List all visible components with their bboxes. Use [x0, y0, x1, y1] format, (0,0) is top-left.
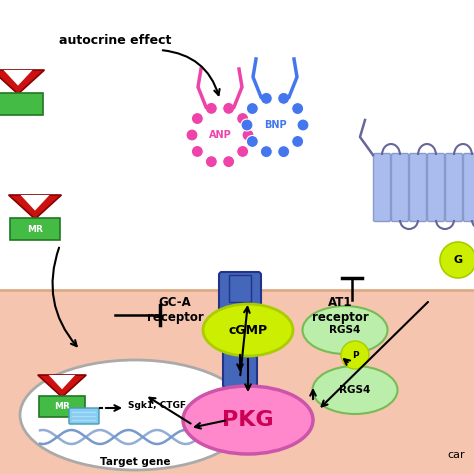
Bar: [0, 0, 474, 290]
Text: PKG: PKG: [222, 410, 274, 430]
FancyBboxPatch shape: [428, 154, 445, 221]
FancyBboxPatch shape: [229, 275, 251, 302]
Text: BNP: BNP: [264, 120, 286, 130]
Polygon shape: [38, 375, 86, 397]
FancyBboxPatch shape: [464, 154, 474, 221]
Circle shape: [237, 112, 249, 125]
Text: RGS4: RGS4: [329, 325, 361, 335]
Polygon shape: [3, 70, 33, 86]
FancyBboxPatch shape: [216, 311, 232, 335]
FancyBboxPatch shape: [39, 396, 85, 417]
Circle shape: [191, 112, 203, 125]
Ellipse shape: [203, 304, 293, 356]
Text: cGMP: cGMP: [228, 323, 267, 337]
FancyBboxPatch shape: [374, 154, 391, 221]
Ellipse shape: [183, 386, 313, 454]
Polygon shape: [49, 375, 75, 389]
Circle shape: [237, 146, 249, 157]
Ellipse shape: [302, 306, 388, 354]
Text: G: G: [454, 255, 463, 265]
Circle shape: [292, 102, 304, 115]
Circle shape: [205, 155, 218, 168]
Circle shape: [440, 242, 474, 278]
Circle shape: [341, 341, 369, 369]
FancyBboxPatch shape: [223, 332, 257, 388]
FancyBboxPatch shape: [248, 311, 264, 335]
Text: MR: MR: [27, 225, 43, 234]
FancyBboxPatch shape: [0, 93, 43, 115]
Circle shape: [205, 102, 218, 114]
Text: AT1
receptor: AT1 receptor: [311, 295, 368, 325]
Bar: [0, 290, 474, 474]
Text: Sgk1, CTGF: Sgk1, CTGF: [128, 401, 186, 410]
Text: ANP: ANP: [209, 130, 231, 140]
FancyBboxPatch shape: [446, 154, 463, 221]
Polygon shape: [20, 195, 49, 210]
Polygon shape: [0, 70, 45, 94]
Circle shape: [241, 119, 253, 131]
FancyBboxPatch shape: [69, 408, 99, 424]
Circle shape: [292, 136, 304, 147]
Circle shape: [246, 102, 258, 115]
Circle shape: [246, 136, 258, 147]
Ellipse shape: [312, 366, 398, 414]
Polygon shape: [9, 195, 62, 219]
Ellipse shape: [20, 360, 250, 470]
Circle shape: [278, 146, 290, 158]
Circle shape: [278, 92, 290, 104]
Text: P: P: [352, 350, 358, 359]
FancyBboxPatch shape: [410, 154, 427, 221]
Circle shape: [186, 129, 198, 141]
FancyBboxPatch shape: [219, 272, 261, 328]
Text: MR: MR: [54, 402, 70, 411]
Circle shape: [223, 102, 235, 114]
Circle shape: [260, 92, 273, 104]
Circle shape: [297, 119, 309, 131]
Circle shape: [223, 155, 235, 168]
Circle shape: [191, 146, 203, 157]
Text: GC-A
receptor: GC-A receptor: [146, 295, 203, 325]
Circle shape: [260, 146, 273, 158]
FancyBboxPatch shape: [392, 154, 409, 221]
Text: autocrine effect: autocrine effect: [59, 34, 171, 46]
Text: RGS4: RGS4: [339, 385, 371, 395]
Text: car: car: [447, 450, 465, 460]
Circle shape: [242, 129, 254, 141]
Text: Target gene: Target gene: [100, 457, 170, 467]
FancyBboxPatch shape: [10, 218, 60, 240]
